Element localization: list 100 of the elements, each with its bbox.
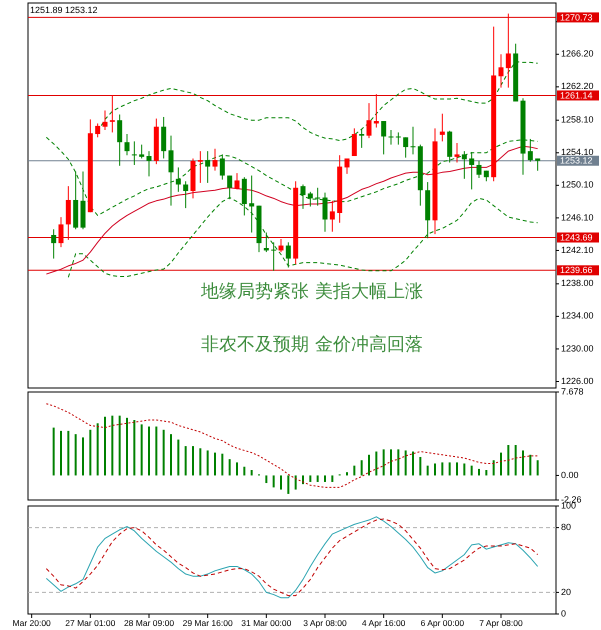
x-tick-label: 4 Apr 16:00 [362,618,406,628]
x-tick-label: Mar 20:00 [12,618,52,628]
bar [375,452,378,476]
bar [346,472,348,476]
candlestick [110,94,115,133]
bar [353,466,356,476]
bar [522,450,524,476]
bar [250,470,253,476]
bar [316,475,319,482]
candlestick [264,232,269,253]
bar [148,426,150,476]
candlestick [51,228,56,260]
candlestick [388,129,394,146]
bar [82,437,84,476]
y-tick-label: -2.26 [561,494,582,504]
candlestick [506,13,511,88]
bar [236,462,238,476]
candlestick [469,151,474,190]
candlestick [132,140,137,166]
annotation: 地缘局势紧张 美指大幅上涨 [200,281,423,302]
bar [272,475,275,488]
candlestick [454,142,460,164]
candlestick [212,148,218,172]
ref-line-label: 1239.66 [560,265,593,276]
candlestick [220,154,225,180]
bar [177,440,180,476]
bar [404,450,407,476]
y-tick-label: 1262.20 [561,81,594,92]
bar [463,463,466,476]
candlestick [315,187,320,206]
bar [412,452,414,476]
bar [456,462,458,476]
candlestick [440,113,445,142]
bar [96,423,99,476]
bar [111,416,114,476]
y-tick-label: 1238.00 [561,278,594,288]
bar [192,446,194,476]
candlestick [308,191,313,207]
candlestick [381,120,386,155]
bar [426,466,429,476]
candlestick [117,114,122,166]
bar [133,420,136,476]
candlestick [205,150,210,184]
y-tick-label: 1230.00 [561,343,594,354]
candlestick [396,132,401,146]
y-tick-label: 1254.10 [561,147,594,158]
line-series [46,403,538,488]
bar [478,468,480,476]
x-tick-label: 27 Mar 01:00 [65,618,116,628]
bar [448,462,451,476]
candlestick [484,170,489,182]
candlestick [374,94,379,128]
candlestick [410,126,416,155]
x-tick-label: 31 Mar 00:00 [241,618,292,628]
candlestick [176,166,181,192]
y-tick-label: 1266.20 [561,48,594,59]
ref-line-label: 1270.73 [560,12,593,22]
bar [507,445,510,476]
y-tick-label: 0.00 [561,470,579,480]
ref-line-label: 1253.12 [560,156,593,166]
bar [331,475,334,482]
bar [104,416,106,476]
candlestick [198,150,203,184]
y-tick-label: 1242.10 [561,244,594,255]
candlestick [95,122,100,138]
bar [390,449,392,476]
x-tick-label: 6 Apr 00:00 [420,618,464,628]
candlestick [271,242,276,272]
bar [206,450,209,476]
candlestick [366,102,372,139]
candlestick [330,200,335,232]
bar [140,424,143,476]
x-tick-label: 28 Mar 09:00 [124,618,174,628]
bar [419,456,422,476]
candlestick [286,242,291,268]
bar [536,460,539,476]
y-tick-label: 7.678 [561,386,584,396]
y-tick-label: 1258.10 [561,114,594,125]
bar [67,430,70,476]
bar [265,475,268,484]
bar [118,416,121,476]
ref-line-label: 1261.14 [560,90,593,100]
bar [287,475,290,494]
line-series [46,146,538,275]
candlestick [403,136,408,158]
candlestick [183,180,188,209]
candlestick [124,134,130,156]
bar [228,459,231,476]
bar [184,446,187,476]
candlestick [234,172,240,190]
y-tick-label: 1246.10 [561,212,594,222]
bar [434,463,436,476]
bar [214,452,216,476]
bar [441,462,444,476]
bar [397,449,400,476]
bar [294,475,297,490]
candlestick [58,216,64,248]
y-tick-label: 1226.00 [561,376,594,386]
candlestick [139,144,144,159]
y-tick-label: 80 [561,522,572,532]
